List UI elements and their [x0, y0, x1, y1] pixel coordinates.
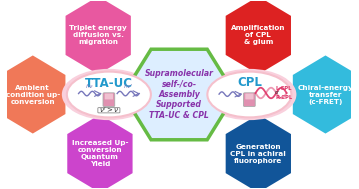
Text: Triplet energy
diffusion vs.
migration: Triplet energy diffusion vs. migration — [69, 25, 127, 45]
Text: R-CPL: R-CPL — [275, 95, 293, 100]
Text: L-CPL: L-CPL — [275, 86, 292, 91]
FancyBboxPatch shape — [105, 94, 113, 99]
Polygon shape — [0, 54, 66, 135]
Polygon shape — [66, 113, 134, 189]
Text: or: or — [275, 91, 280, 95]
Circle shape — [208, 72, 292, 117]
Polygon shape — [123, 49, 235, 140]
Text: $\nu'>\nu$: $\nu'>\nu$ — [99, 105, 119, 115]
Text: Generation
CPL in achiral
fluorophore: Generation CPL in achiral fluorophore — [230, 144, 286, 164]
Text: TTA-UC: TTA-UC — [85, 77, 133, 90]
FancyBboxPatch shape — [98, 108, 120, 113]
Text: CPL: CPL — [237, 76, 262, 89]
Text: Amplification
of CPL
& glum: Amplification of CPL & glum — [231, 25, 285, 45]
Text: Ambient
condition up-
conversion: Ambient condition up- conversion — [6, 84, 60, 105]
FancyBboxPatch shape — [245, 94, 253, 99]
Polygon shape — [225, 113, 292, 189]
Polygon shape — [65, 0, 132, 76]
Polygon shape — [225, 0, 292, 76]
Text: Chiral-energy
transfer
(c-FRET): Chiral-energy transfer (c-FRET) — [298, 84, 353, 105]
Polygon shape — [292, 54, 359, 135]
FancyBboxPatch shape — [103, 93, 115, 107]
Circle shape — [67, 72, 151, 117]
Text: hν: hν — [86, 84, 93, 89]
Circle shape — [202, 69, 297, 120]
FancyBboxPatch shape — [243, 93, 255, 107]
Text: Increased Up-
conversion
Quantum
Yield: Increased Up- conversion Quantum Yield — [72, 140, 128, 167]
Text: Supramolecular
self-/co-
Assembly
Supported
TTA-UC & CPL: Supramolecular self-/co- Assembly Suppor… — [145, 69, 214, 120]
Circle shape — [62, 69, 156, 120]
Text: hν': hν' — [124, 84, 134, 89]
